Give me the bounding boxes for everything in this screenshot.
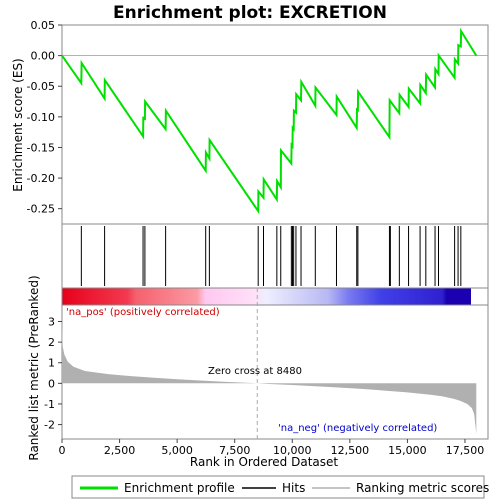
- es-y-tick-label: -0.05: [27, 80, 55, 93]
- es-y-tick-label: 0.05: [31, 19, 56, 32]
- neg-correlated-label: 'na_neg' (negatively correlated): [278, 423, 437, 434]
- metric-panel: [61, 304, 489, 440]
- metric-y-tick-label: 1: [48, 357, 55, 370]
- x-tick-label: 12,500: [331, 444, 370, 457]
- rank-color-bar: [62, 288, 471, 305]
- metric-y-tick-label: -1: [44, 398, 55, 411]
- x-tick-label: 10,000: [273, 444, 312, 457]
- metric-y-axis: 3 2 1 0 -1 -2: [44, 315, 62, 432]
- es-panel: [61, 24, 489, 225]
- metric-x-axis-label: Rank in Ordered Dataset: [190, 455, 338, 469]
- metric-x-axis: 0 2,500 5,000 7,500 10,000 12,500 15,000 17,500: [59, 439, 485, 457]
- es-y-tick-label: -0.15: [27, 141, 55, 154]
- hits-panel: [61, 223, 489, 289]
- es-y-tick-label: 0.00: [31, 50, 56, 63]
- es-y-axis-label: Enrichment score (ES): [11, 58, 25, 191]
- metric-y-tick-label: -2: [44, 419, 55, 432]
- pos-correlated-label: 'na_pos' (positively correlated): [66, 307, 220, 318]
- x-tick-label: 15,000: [388, 444, 427, 457]
- legend-metric-label: Ranking metric scores: [356, 481, 489, 495]
- metric-y-tick-label: 0: [48, 377, 55, 390]
- es-y-tick-label: -0.25: [27, 203, 55, 216]
- chart-title: Enrichment plot: EXCRETION: [113, 3, 387, 23]
- legend-enrichment-label: Enrichment profile: [124, 481, 235, 495]
- metric-y-tick-label: 3: [48, 315, 55, 328]
- es-y-axis: 0.05 0.00 -0.05 -0.10 -0.15 -0.20 -0.25: [27, 19, 62, 216]
- metric-y-tick-label: 2: [48, 336, 55, 349]
- legend-hits-label: Hits: [282, 481, 305, 495]
- x-tick-label: 0: [59, 444, 66, 457]
- x-tick-label: 17,500: [446, 444, 485, 457]
- es-y-tick-label: -0.10: [27, 111, 55, 124]
- metric-y-axis-label: Ranked list metric (PreRanked): [27, 275, 41, 460]
- es-y-tick-label: -0.20: [27, 172, 55, 185]
- x-tick-label: 7,500: [219, 444, 251, 457]
- enrichment-profile-line: [61, 27, 478, 215]
- legend-box: [71, 475, 485, 499]
- hits-group: [80, 226, 462, 286]
- zero-cross-label: Zero cross at 8480: [208, 366, 302, 377]
- x-tick-label: 5,000: [161, 444, 193, 457]
- x-tick-label: 2,500: [104, 444, 136, 457]
